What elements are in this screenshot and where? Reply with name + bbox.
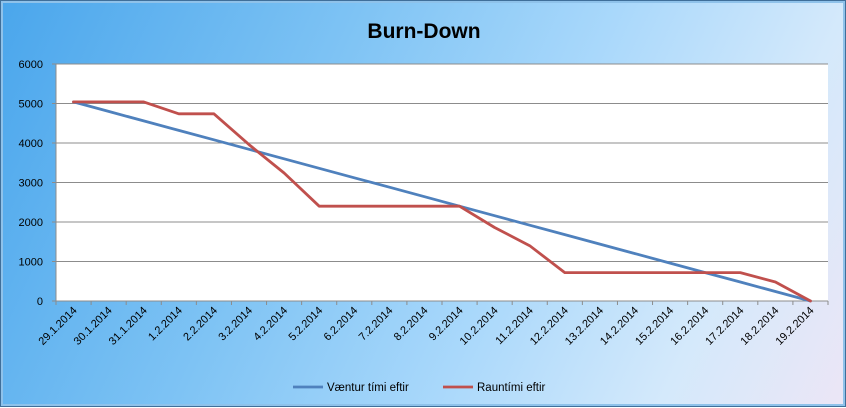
y-tick-label: 5000: [19, 99, 43, 111]
legend: Væntur tími eftir Rauntími eftir: [293, 382, 546, 394]
x-tick-label: 5.2.2014: [287, 305, 326, 344]
y-tick-label: 4000: [19, 138, 43, 150]
x-tick-label: 3.2.2014: [216, 305, 255, 344]
x-tick-label: 6.2.2014: [322, 305, 361, 344]
x-tick-label: 7.2.2014: [357, 305, 396, 344]
y-tick-label: 0: [37, 296, 43, 308]
x-tick-label: 8.2.2014: [392, 305, 431, 344]
legend-label-1: Væntur tími eftir: [327, 382, 409, 394]
x-tick-label: 1.2.2014: [146, 305, 185, 344]
y-tick-label: 2000: [19, 217, 43, 229]
x-tick-label: 19.2.2014: [773, 305, 816, 348]
chart-title: Burn-Down: [367, 20, 480, 43]
series-lines: [72, 100, 812, 303]
gridlines: [52, 63, 828, 302]
y-tick-label: 3000: [19, 178, 43, 190]
y-axis-ticks: 0 1000 2000 3000 4000 5000 6000: [19, 59, 43, 308]
y-tick-label: 6000: [19, 59, 43, 71]
y-tick-label: 1000: [19, 257, 43, 269]
x-tick-label: 10.2.2014: [458, 305, 501, 348]
x-tick-label: 4.2.2014: [251, 305, 290, 344]
x-tick-label: 31.1.2014: [107, 305, 150, 348]
x-tick-label: 2.2.2014: [181, 305, 220, 344]
series-line-2: [72, 100, 812, 303]
legend-label-2: Rauntími eftir: [477, 382, 546, 394]
x-axis-ticks: 29.1.201430.1.201431.1.20141.2.20142.2.2…: [37, 301, 829, 348]
series-line-1: [72, 100, 812, 303]
